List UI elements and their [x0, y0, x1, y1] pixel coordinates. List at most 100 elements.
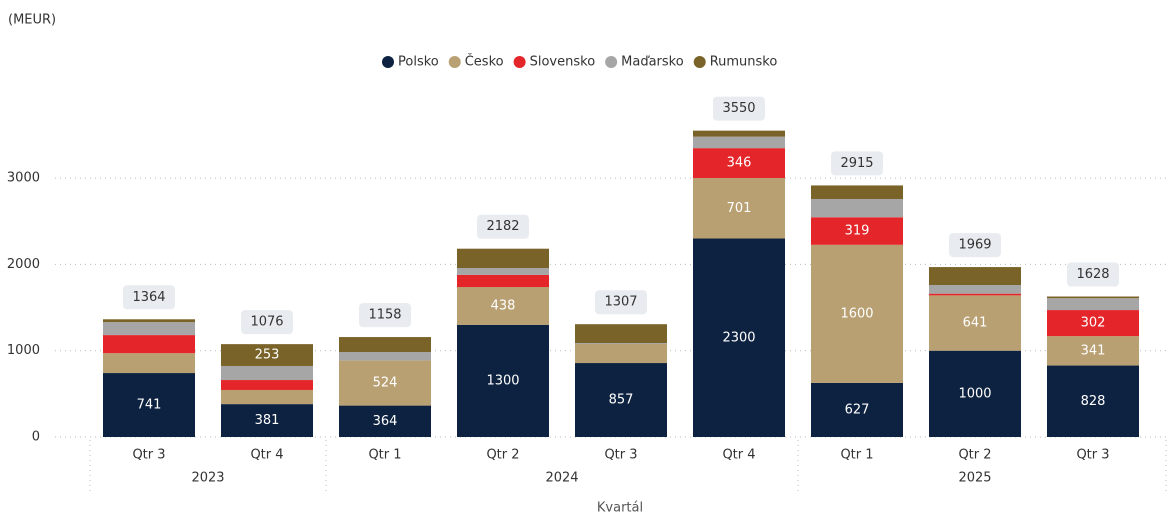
total-box: [713, 96, 765, 121]
bar-segment: [1047, 336, 1139, 366]
total-box: [241, 310, 293, 335]
data-label: 524: [373, 375, 398, 390]
total-label: 1158: [368, 308, 401, 323]
total-label: 1364: [132, 290, 165, 305]
x-group-label: 2025: [958, 471, 991, 486]
legend-label: Slovensko: [530, 55, 596, 70]
bar-segment: [103, 319, 195, 323]
bar-segment: [811, 244, 903, 383]
bar-segment: [221, 404, 313, 437]
bar-segment: [929, 293, 1021, 296]
bar-segment: [575, 324, 667, 344]
bar-segment: [457, 274, 549, 288]
data-label: 381: [255, 413, 280, 428]
bar-segment: [1047, 365, 1139, 437]
bar-segment: [575, 343, 667, 344]
legend-marker: [605, 56, 618, 68]
bar-segment: [929, 285, 1021, 294]
total-label: 1076: [250, 315, 283, 330]
bar-segment: [457, 248, 549, 269]
data-label: 641: [963, 316, 988, 331]
bar-segment: [457, 287, 549, 325]
x-group-label: 2024: [545, 471, 578, 486]
x-tick-label: Qtr 2: [486, 448, 519, 463]
bar-segment: [221, 365, 313, 381]
data-label: 346: [727, 156, 752, 171]
legend-marker: [693, 56, 706, 68]
data-label: 1000: [958, 386, 991, 401]
bar-segment: [221, 380, 313, 390]
bar-segment: [339, 351, 431, 361]
total-box: [123, 285, 175, 310]
x-tick-label: Qtr 3: [1076, 448, 1109, 463]
bar-segment: [221, 389, 313, 405]
y-tick-label: 0: [32, 430, 40, 445]
x-axis-label: Kvartál: [597, 501, 643, 516]
data-label: 1600: [840, 306, 873, 321]
x-tick-label: Qtr 2: [958, 448, 991, 463]
total-label: 1969: [958, 238, 991, 253]
bar-segment: [693, 148, 785, 179]
bar-segment: [811, 198, 903, 218]
total-label: 3550: [722, 101, 755, 116]
total-label: 1628: [1076, 267, 1109, 282]
data-label: 1300: [486, 373, 519, 388]
data-label: 319: [845, 224, 870, 239]
total-label: 2182: [486, 219, 519, 234]
legend-label: Maďarsko: [621, 55, 684, 70]
x-tick-label: Qtr 3: [604, 448, 637, 463]
data-label: 364: [373, 414, 398, 429]
legend-label: Polsko: [398, 55, 439, 70]
x-group-label: 2023: [191, 471, 224, 486]
data-label: 302: [1081, 316, 1106, 331]
bar-segment: [1047, 310, 1139, 337]
x-tick-label: Qtr 1: [368, 448, 401, 463]
bar-segment: [339, 360, 431, 406]
total-box: [831, 151, 883, 176]
legend-marker: [382, 56, 394, 68]
bar-segment: [457, 268, 549, 275]
legend-label: Rumunsko: [710, 55, 778, 70]
bar-segment: [221, 344, 313, 366]
bar-segment: [575, 363, 667, 437]
y-tick-label: 2000: [7, 257, 40, 272]
y-tick-label: 3000: [7, 171, 40, 186]
bar-segment: [103, 335, 195, 354]
bar-segment: [575, 343, 667, 364]
bar-segment: [929, 350, 1021, 437]
legend-marker: [448, 56, 461, 68]
legend-label: Česko: [465, 54, 504, 70]
bar-segment: [693, 136, 785, 149]
total-box: [949, 233, 1001, 258]
data-label: 438: [491, 298, 516, 313]
x-tick-label: Qtr 3: [132, 448, 165, 463]
x-tick-label: Qtr 1: [840, 448, 873, 463]
bar-segment: [693, 178, 785, 239]
bar-segment: [457, 324, 549, 437]
data-label: 701: [727, 201, 752, 216]
total-label: 2915: [840, 156, 873, 171]
data-label: 341: [1081, 343, 1106, 358]
bar-segment: [103, 353, 195, 374]
x-tick-label: Qtr 4: [250, 448, 283, 463]
data-label: 627: [845, 402, 870, 417]
bar-segment: [103, 322, 195, 336]
total-box: [1067, 262, 1119, 287]
total-label: 1307: [604, 295, 637, 310]
bar-segment: [1047, 296, 1139, 299]
bar-segment: [811, 217, 903, 245]
bar-segment: [1047, 298, 1139, 311]
y-tick-label: 1000: [7, 343, 40, 358]
data-label: 741: [137, 398, 162, 413]
data-label: 2300: [722, 330, 755, 345]
bar-segment: [339, 337, 431, 352]
bar-segment: [693, 130, 785, 137]
total-box: [477, 214, 529, 239]
data-label: 857: [609, 393, 634, 408]
total-box: [359, 303, 411, 328]
data-label: 828: [1081, 394, 1106, 409]
bar-segment: [811, 185, 903, 199]
bar-segment: [929, 267, 1021, 286]
bar-segment: [339, 405, 431, 437]
